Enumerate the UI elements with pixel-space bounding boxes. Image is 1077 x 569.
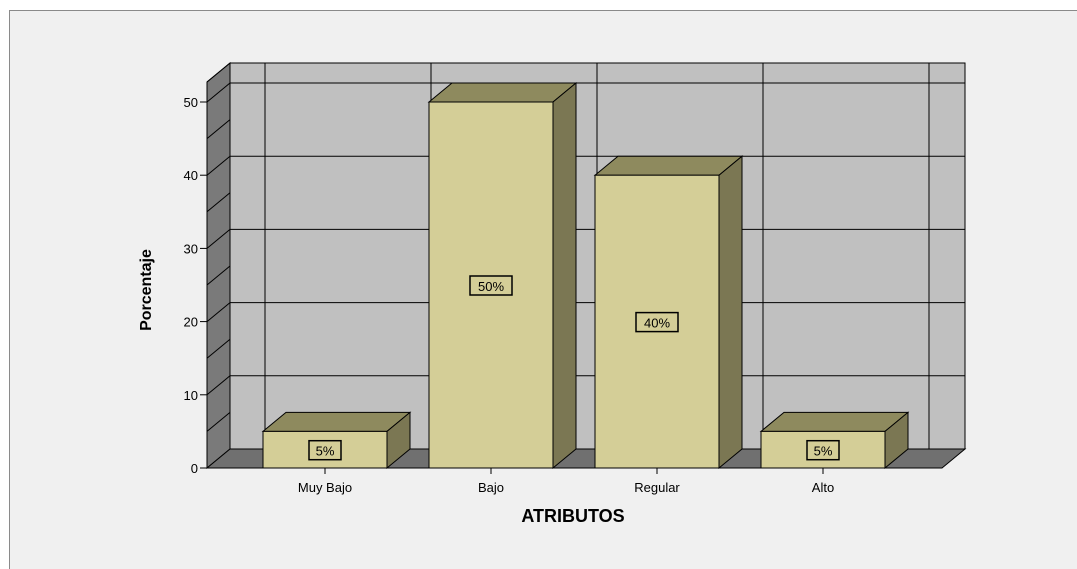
x-tick-label: Bajo [478, 480, 504, 495]
bar-alto: 5% [759, 411, 910, 470]
x-tick-label: Alto [812, 480, 834, 495]
gridline-side-10 [206, 375, 231, 396]
y-axis-label: Porcentaje [138, 249, 155, 331]
bar-regular: 40% [593, 155, 744, 470]
x-axis-label: ATRIBUTOS [521, 506, 624, 526]
bar-top [759, 411, 910, 432]
data-label: 40% [644, 316, 670, 331]
gridline-side-minor [206, 412, 231, 432]
bar-top [427, 82, 578, 103]
x-tick-label: Regular [634, 480, 680, 495]
y-tick-label: 10 [184, 388, 198, 403]
bar-muy-bajo: 5% [261, 411, 412, 470]
data-label-box [806, 439, 840, 461]
gridline-side-minor [206, 265, 231, 286]
data-label-box [469, 275, 513, 296]
chart-walls [205, 61, 967, 470]
gridline-side-minor [206, 192, 231, 213]
bar-top [261, 411, 412, 432]
y-tick-label: 20 [184, 315, 198, 330]
y-tick-label: 50 [184, 95, 198, 110]
bar-top [593, 155, 744, 176]
bar-bajo: 50% [427, 81, 578, 470]
y-axis: 0 10 20 30 40 50 [184, 92, 208, 476]
bar-side [718, 155, 743, 470]
bar-front [760, 430, 886, 469]
x-tick-label: Muy Bajo [298, 480, 352, 495]
data-label-box [308, 439, 342, 461]
gridline-side-minor [206, 338, 231, 359]
gridline-side-40 [206, 155, 231, 176]
bar-side [552, 81, 577, 470]
gridline-side-20 [206, 302, 231, 322]
side-wall [206, 61, 231, 470]
gridline-side-50 [206, 82, 231, 103]
gridline-side-30 [206, 229, 231, 249]
x-axis: Muy Bajo Bajo Regular Alto [298, 468, 834, 495]
data-label: 5% [316, 444, 335, 459]
data-label: 50% [478, 279, 504, 294]
data-label-box [635, 311, 679, 333]
y-tick-label: 30 [184, 241, 198, 256]
y-tick-label: 40 [184, 168, 198, 183]
wall-top-edge [206, 62, 231, 83]
data-label: 5% [814, 444, 833, 459]
gridline-side-minor [206, 119, 231, 139]
y-tick-label: 0 [191, 461, 198, 476]
